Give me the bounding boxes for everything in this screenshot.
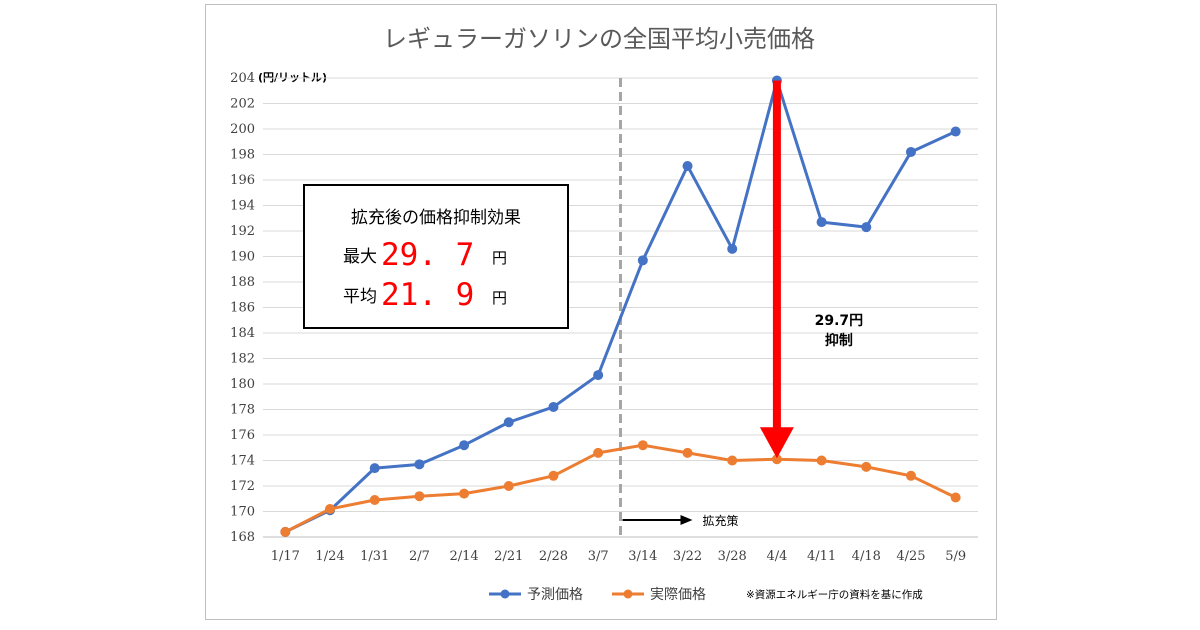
summary-heading: 拡充後の価格抑制効果 xyxy=(351,208,521,228)
x-tick-4-4: 4/4 xyxy=(766,549,787,564)
series-actual-point-4-25 xyxy=(905,470,916,481)
summary-row-max-value: 29. 7 xyxy=(381,237,474,273)
series-forecast-point-3-14 xyxy=(637,255,648,266)
y-tick-176: 176 xyxy=(230,428,255,443)
series-actual-point-2-7 xyxy=(414,491,425,502)
series-actual-point-3-7 xyxy=(593,447,604,458)
series-actual-point-2-28 xyxy=(548,470,559,481)
x-tick-4-18: 4/18 xyxy=(852,549,881,564)
summary-box: 拡充後の価格抑制効果 最大 29. 7 円 平均 21. 9 円 xyxy=(303,184,569,329)
summary-row-max-unit: 円 xyxy=(492,249,507,267)
series-forecast-point-5-9 xyxy=(950,126,961,137)
x-tick-4-11: 4/11 xyxy=(807,549,836,564)
series-actual-line xyxy=(284,443,957,534)
suppression-label-text: 抑制 xyxy=(825,332,853,349)
y-tick-182: 182 xyxy=(230,352,255,367)
x-tick-3-28: 3/28 xyxy=(718,549,747,564)
summary-row-avg-value: 21. 9 xyxy=(381,277,474,313)
chart-title: レギュラーガソリンの全国平均小売価格 xyxy=(383,25,815,53)
summary-box-border xyxy=(303,184,569,329)
x-tick-1-17: 1/17 xyxy=(271,549,300,564)
y-tick-190: 190 xyxy=(230,250,255,265)
series-actual-point-3-22 xyxy=(682,447,693,458)
x-tick-3-22: 3/22 xyxy=(673,549,702,564)
x-tick-3-14: 3/14 xyxy=(628,549,657,564)
summary-row-avg-unit: 円 xyxy=(492,289,507,307)
y-tick-178: 178 xyxy=(230,403,255,418)
x-tick-4-25: 4/25 xyxy=(896,549,925,564)
series-actual-point-1-24 xyxy=(325,503,336,514)
legend-item-forecast: 予測価格 xyxy=(489,587,583,603)
series-forecast-point-4-11 xyxy=(816,217,827,228)
series-actual-point-2-14 xyxy=(459,488,470,499)
y-tick-194: 194 xyxy=(230,199,255,214)
series-layer xyxy=(280,75,961,537)
policy-label: 拡充策 xyxy=(703,513,739,528)
summary-row-max-label: 最大 xyxy=(343,247,377,267)
suppression-arrow-head xyxy=(759,427,794,459)
series-actual-point-1-31 xyxy=(369,495,380,506)
policy-arrow-head xyxy=(680,515,693,525)
source-note: ※資源エネルギー庁の資料を基に作成 xyxy=(746,588,923,601)
x-tick-2-28: 2/28 xyxy=(539,549,568,564)
summary-row-avg-label: 平均 xyxy=(343,287,377,307)
series-actual-point-4-4 xyxy=(771,454,782,465)
series-forecast-point-3-22 xyxy=(682,160,693,171)
y-tick-186: 186 xyxy=(230,301,255,316)
y-tick-192: 192 xyxy=(230,224,255,239)
axis-layer: 168 170 172 174 176 178 180 182 184 186 188 190 192 1… xyxy=(230,71,966,564)
series-actual-point-4-18 xyxy=(861,461,872,472)
series-forecast-point-3-7 xyxy=(593,370,604,381)
y-tick-184: 184 xyxy=(230,326,255,341)
y-tick-180: 180 xyxy=(230,377,255,392)
chart-svg: レギュラーガソリンの全国平均小売価格 (円/リットル) 拡充策 29.7円抑制 … xyxy=(230,25,978,603)
chart-frame: レギュラーガソリンの全国平均小売価格 (円/リットル) 拡充策 29.7円 抑制 … xyxy=(205,4,997,620)
series-forecast-point-2-14 xyxy=(459,440,470,451)
series-forecast-point-2-7 xyxy=(414,459,425,470)
series-actual-point-1-17 xyxy=(280,526,291,537)
y-tick-170: 170 xyxy=(230,505,255,520)
y-tick-174: 174 xyxy=(230,454,255,469)
series-forecast-point-1-31 xyxy=(369,463,380,474)
y-tick-196: 196 xyxy=(230,173,255,188)
x-tick-2-7: 2/7 xyxy=(409,549,430,564)
x-tick-1-24: 1/24 xyxy=(315,549,344,564)
series-forecast-point-2-28 xyxy=(548,401,559,412)
y-tick-200: 200 xyxy=(230,122,255,137)
series-forecast-point-3-28 xyxy=(727,243,738,254)
legend-forecast-marker xyxy=(500,589,510,599)
y-tick-204: 204 xyxy=(230,71,255,86)
x-tick-2-21: 2/21 xyxy=(494,549,523,564)
x-tick-3-7: 3/7 xyxy=(588,549,609,564)
legend: 予測価格 実際価格 ※資源エネルギー庁の資料を基に作成 xyxy=(489,587,923,603)
series-forecast-line xyxy=(284,79,957,534)
policy-layer: 拡充策 xyxy=(619,78,739,537)
series-forecast-point-4-18 xyxy=(861,222,872,233)
y-tick-188: 188 xyxy=(230,275,255,290)
series-forecast-point-2-21 xyxy=(503,417,514,428)
series-forecast-point-4-25 xyxy=(905,146,916,157)
x-tick-1-31: 1/31 xyxy=(360,549,389,564)
series-actual-point-2-21 xyxy=(503,481,514,491)
x-tick-5-9: 5/9 xyxy=(945,549,966,564)
y-tick-198: 198 xyxy=(230,148,255,163)
suppression-label-amount: 29.7円 xyxy=(815,313,864,329)
legend-forecast-label: 予測価格 xyxy=(527,587,583,603)
y-tick-168: 168 xyxy=(230,530,255,545)
suppression-arrow-shaft xyxy=(772,80,781,430)
series-actual-point-3-14 xyxy=(637,440,648,451)
series-actual-point-3-28 xyxy=(727,455,738,466)
series-actual-point-5-9 xyxy=(950,492,961,503)
x-tick-2-14: 2/14 xyxy=(449,549,478,564)
series-actual-point-4-11 xyxy=(816,455,827,466)
legend-item-actual: 実際価格 xyxy=(612,587,706,603)
y-tick-172: 172 xyxy=(230,479,255,494)
legend-actual-label: 実際価格 xyxy=(650,587,706,603)
y-tick-202: 202 xyxy=(230,97,255,112)
legend-actual-marker xyxy=(623,589,633,599)
